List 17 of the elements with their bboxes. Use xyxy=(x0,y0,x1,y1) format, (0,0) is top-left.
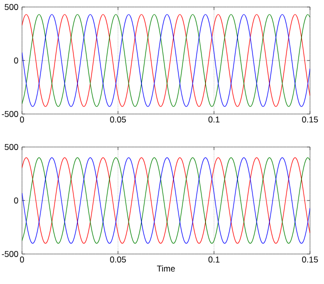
x-tick-label: 0.15 xyxy=(302,256,318,263)
x-tick-label: 0.1 xyxy=(208,116,220,123)
x-tick-label: 0.05 xyxy=(110,116,126,123)
y-tick-label: 0 xyxy=(14,58,18,64)
x-tick-label: 0.1 xyxy=(208,256,220,263)
y-tick-label: 500 xyxy=(4,144,18,150)
y-tick-label: -500 xyxy=(2,251,18,257)
x-tick-label: 0 xyxy=(20,116,24,123)
x-tick-label: 0.15 xyxy=(302,116,318,123)
x-tick-label: 0.05 xyxy=(110,256,126,263)
y-tick-label: -500 xyxy=(2,111,18,117)
y-tick-label: 0 xyxy=(14,198,18,204)
y-tick-label: 500 xyxy=(4,4,18,10)
line-series xyxy=(22,157,310,244)
line-series xyxy=(22,14,310,107)
x-axis-title: Time xyxy=(156,265,175,272)
x-tick-label: 0 xyxy=(20,256,24,263)
